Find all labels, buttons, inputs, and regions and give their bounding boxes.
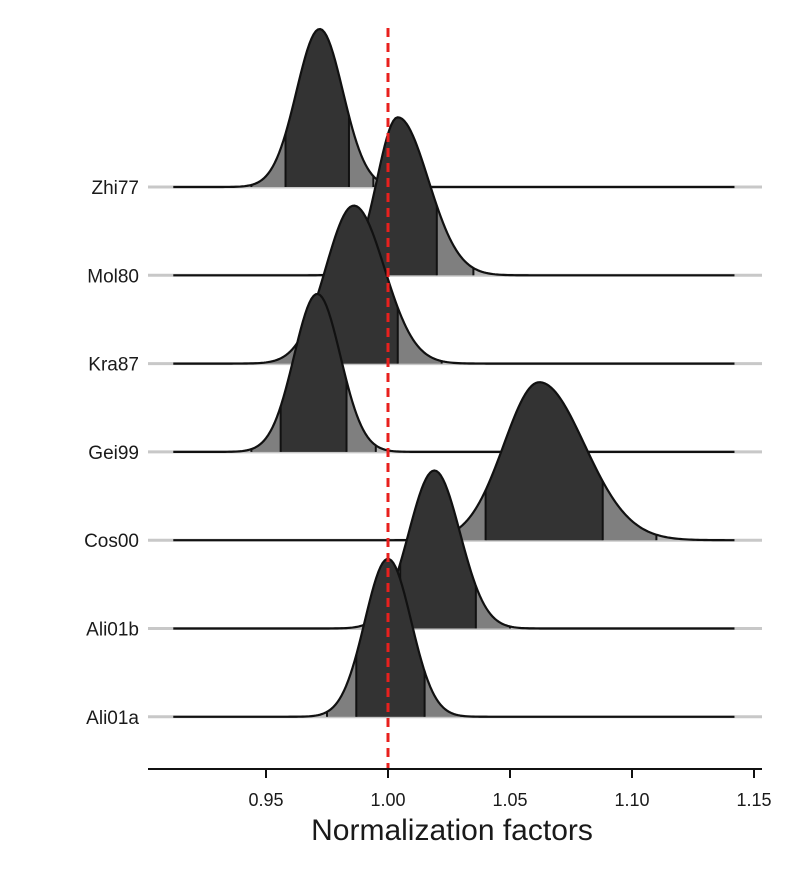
ridge-zhi77 <box>148 27 762 189</box>
y-labels-group: Zhi77 Mol80 Kra87 Gei99 Cos00 Ali01b Ali01a <box>84 178 139 729</box>
density-curve-kra87 <box>173 204 735 365</box>
density-curve-ali01a <box>173 557 735 718</box>
x-axis: 0.95 1.00 1.05 1.10 1.15 <box>148 768 772 810</box>
density-curve-gei99 <box>173 292 735 453</box>
ridges-group <box>148 27 762 719</box>
y-label-gei99: Gei99 <box>88 443 139 464</box>
band-50-mol80 <box>366 117 437 276</box>
y-label-ali01b: Ali01b <box>86 620 139 641</box>
ridge-ali01b <box>148 469 762 630</box>
y-label-cos00: Cos00 <box>84 531 139 552</box>
x-axis-title: Normalization factors <box>311 814 593 847</box>
density-curve-mol80 <box>173 116 735 277</box>
density-curve-ali01b <box>173 469 735 630</box>
y-label-kra87: Kra87 <box>88 355 139 376</box>
x-tick-label-4: 1.15 <box>736 790 771 810</box>
band-50-zhi77 <box>285 29 349 187</box>
y-label-ali01a: Ali01a <box>86 708 139 729</box>
x-tick-label-2: 1.05 <box>492 790 527 810</box>
band-50-cos00 <box>485 382 603 541</box>
ridge-kra87 <box>148 204 762 366</box>
x-tick-label-3: 1.10 <box>614 790 649 810</box>
x-tick-label-1: 1.00 <box>370 790 405 810</box>
ridge-ali01a <box>148 557 762 719</box>
density-curve-zhi77 <box>173 27 735 189</box>
x-tick-label-0: 0.95 <box>248 790 283 810</box>
y-label-zhi77: Zhi77 <box>91 178 139 199</box>
ridge-mol80 <box>148 116 762 277</box>
ridge-cos00 <box>148 381 762 542</box>
band-50-ali01a <box>356 558 425 717</box>
band-50-gei99 <box>280 293 347 452</box>
ridge-gei99 <box>148 292 762 454</box>
band-50-ali01b <box>400 470 476 629</box>
y-label-mol80: Mol80 <box>87 266 139 287</box>
